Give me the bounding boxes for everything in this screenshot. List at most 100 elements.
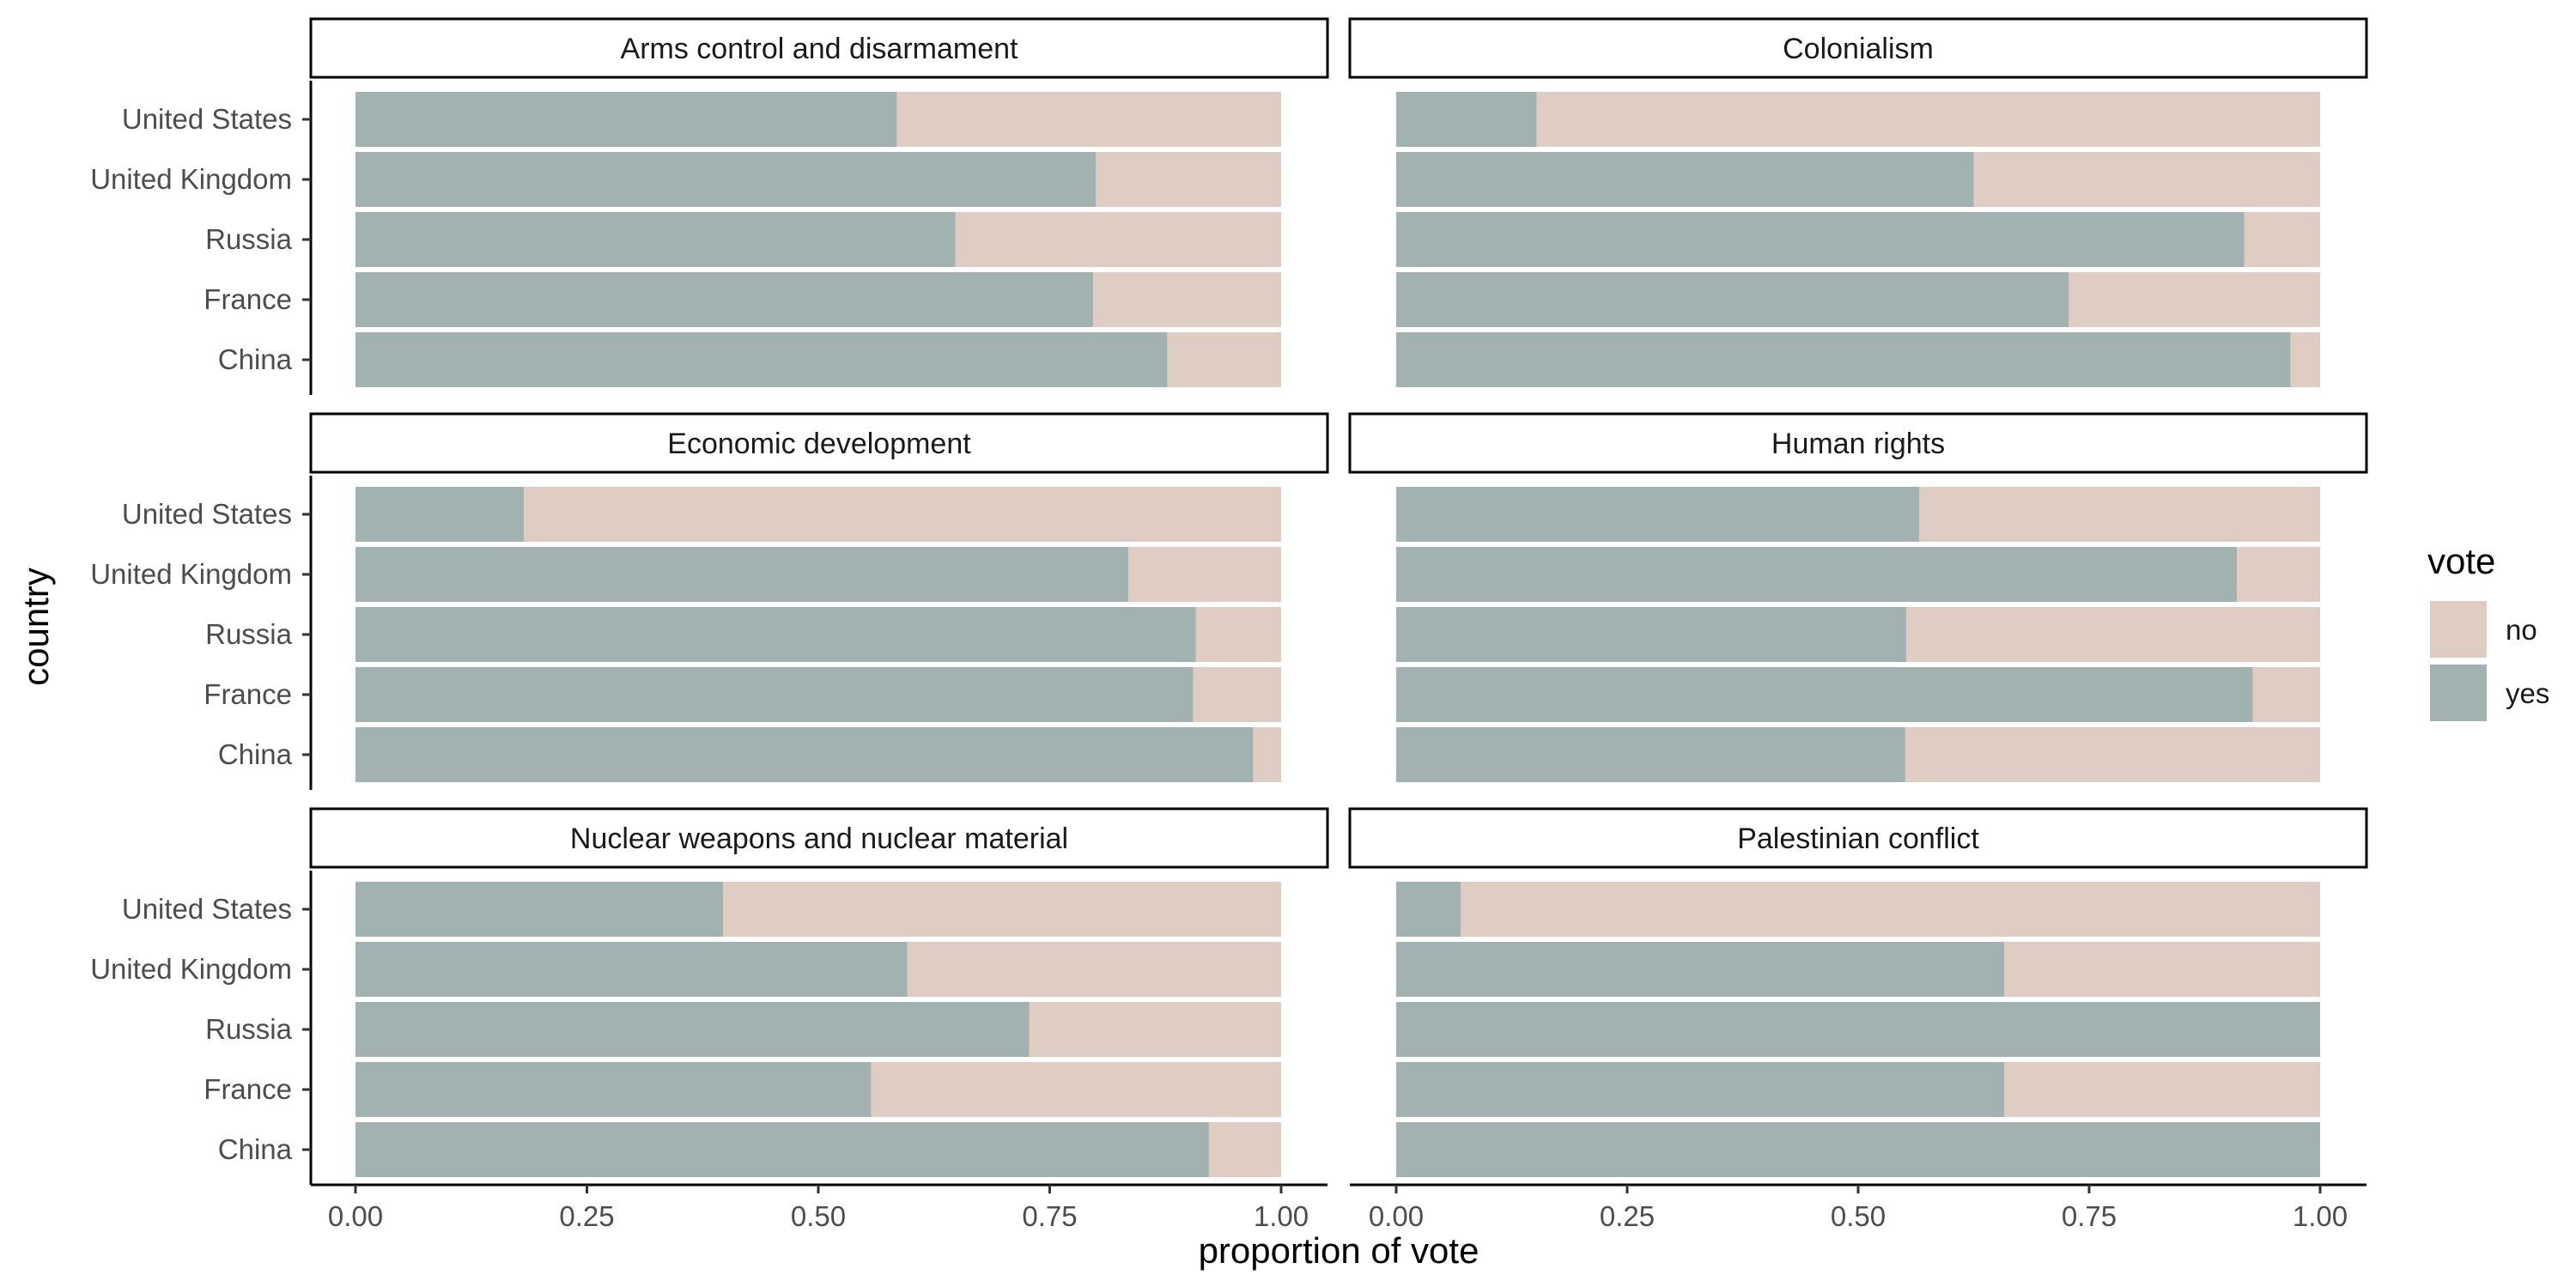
bar-yes-united-kingdom [355,942,908,997]
y-axis-title: country [15,568,56,686]
facet-title: Colonialism [1783,33,1934,65]
x-axis-title: proportion of vote [1199,1230,1479,1271]
bar-no-china [1208,1122,1281,1177]
bar-yes-russia [355,1002,1030,1057]
bar-no-united-kingdom [2004,942,2320,997]
facet-title: Human rights [1771,428,1945,460]
y-tick-label: China [218,1133,293,1165]
x-tick-label: 0.50 [791,1200,846,1232]
bar-no-united-states [1919,487,2320,542]
bar-yes-france [1396,1062,2005,1117]
bar-yes-united-states [355,92,897,147]
bar-no-france [2252,667,2320,722]
x-tick-label: 0.25 [559,1200,614,1232]
bar-no-russia [1905,607,2320,662]
y-tick-label: Russia [205,618,293,650]
facet-strip [309,807,1329,869]
bar-no-united-states [1536,92,2320,147]
facet-title: Palestinian conflict [1737,823,1979,855]
bar-yes-russia [1396,212,2245,267]
bar-no-france [1193,667,1281,722]
bar-no-russia [955,212,1281,267]
y-tick-label: France [204,1073,292,1105]
bar-no-france [1093,272,1281,327]
x-tick-label: 0.00 [328,1200,383,1232]
y-tick-label: China [218,343,293,375]
bar-yes-china [355,727,1254,782]
bar-no-united-kingdom [1128,547,1281,602]
bar-yes-france [1396,272,2069,327]
legend-swatch [2430,601,2487,658]
bar-yes-russia [355,607,1196,662]
legend-label: no [2506,614,2537,646]
bar-no-russia [2244,212,2320,267]
y-tick-label: United Kingdom [90,953,292,985]
bar-no-united-states [1461,882,2320,937]
legend-items: no yes [2430,601,2549,721]
bar-yes-russia [1396,607,1906,662]
facet-strip [1348,807,2368,869]
bar-yes-china [355,1122,1209,1177]
bar-yes-france [1396,667,2253,722]
facet-title: Economic development [667,428,971,460]
facet-economic-development: Economic development United States United … [90,412,1329,790]
bar-no-russia [1195,607,1281,662]
legend-label: yes [2506,677,2549,709]
x-tick-label: 1.00 [2293,1200,2348,1232]
x-tick-label: 0.75 [2062,1200,2117,1232]
bar-yes-france [355,272,1094,327]
bar-no-united-kingdom [1973,152,2320,207]
x-tick-label: 0.75 [1022,1200,1077,1232]
bar-yes-russia [1396,1002,2320,1057]
bar-yes-russia [355,212,956,267]
bar-yes-france [355,1062,872,1117]
bar-yes-united-states [1396,92,1537,147]
facet-title: Arms control and disarmament [621,33,1019,65]
bar-yes-china [355,332,1168,387]
bar-no-china [2290,332,2320,387]
x-tick-label: 1.00 [1254,1200,1309,1232]
y-tick-label: United States [122,103,292,135]
x-tick-label: 0.00 [1369,1200,1424,1232]
facet-title: Nuclear weapons and nuclear material [570,823,1068,855]
facet-strip [1348,17,2368,79]
facet-nuclear-weapons-and-nuclear-material: Nuclear weapons and nuclear material Unit… [90,807,1329,1232]
bar-no-united-states [896,92,1281,147]
facet-colonialism: Colonialism [1348,17,2368,387]
bar-no-france [2069,272,2320,327]
bar-yes-china [1396,727,1905,782]
y-tick-label: Russia [205,1013,293,1045]
y-tick-label: France [204,283,292,315]
legend-title: vote [2427,541,2495,581]
facet-arms-control-and-disarmament: Arms control and disarmament United State… [90,17,1329,395]
x-tick-label: 0.50 [1831,1200,1886,1232]
bar-yes-united-kingdom [1396,942,2005,997]
bar-no-united-kingdom [2237,547,2320,602]
y-tick-label: United Kingdom [90,558,292,590]
bar-yes-united-states [1396,487,1920,542]
bar-yes-united-states [355,882,723,937]
bar-no-united-states [722,882,1281,937]
bar-yes-united-kingdom [355,547,1129,602]
bar-yes-france [355,667,1194,722]
bar-yes-united-kingdom [1396,547,2238,602]
y-tick-label: United States [122,498,292,530]
bar-no-united-kingdom [907,942,1281,997]
facet-strip [309,412,1329,474]
bar-no-france [2004,1062,2320,1117]
facet-strip [309,17,1329,79]
bar-yes-united-kingdom [355,152,1097,207]
bar-no-china [1905,727,2320,782]
y-tick-label: Russia [205,223,293,255]
bar-no-china [1253,727,1281,782]
facet-human-rights: Human rights [1348,412,2368,782]
y-tick-label: United Kingdom [90,163,292,195]
x-tick-label: 0.25 [1600,1200,1655,1232]
bar-yes-united-kingdom [1396,152,1974,207]
legend-item-yes: yes [2430,665,2549,721]
bar-yes-china [1396,1122,2320,1177]
legend: vote no yes [2427,541,2549,721]
facet-palestinian-conflict: Palestinian conflict 0.00 0.25 0.50 0.75 1.00 [1348,807,2368,1232]
legend-swatch [2430,665,2487,721]
